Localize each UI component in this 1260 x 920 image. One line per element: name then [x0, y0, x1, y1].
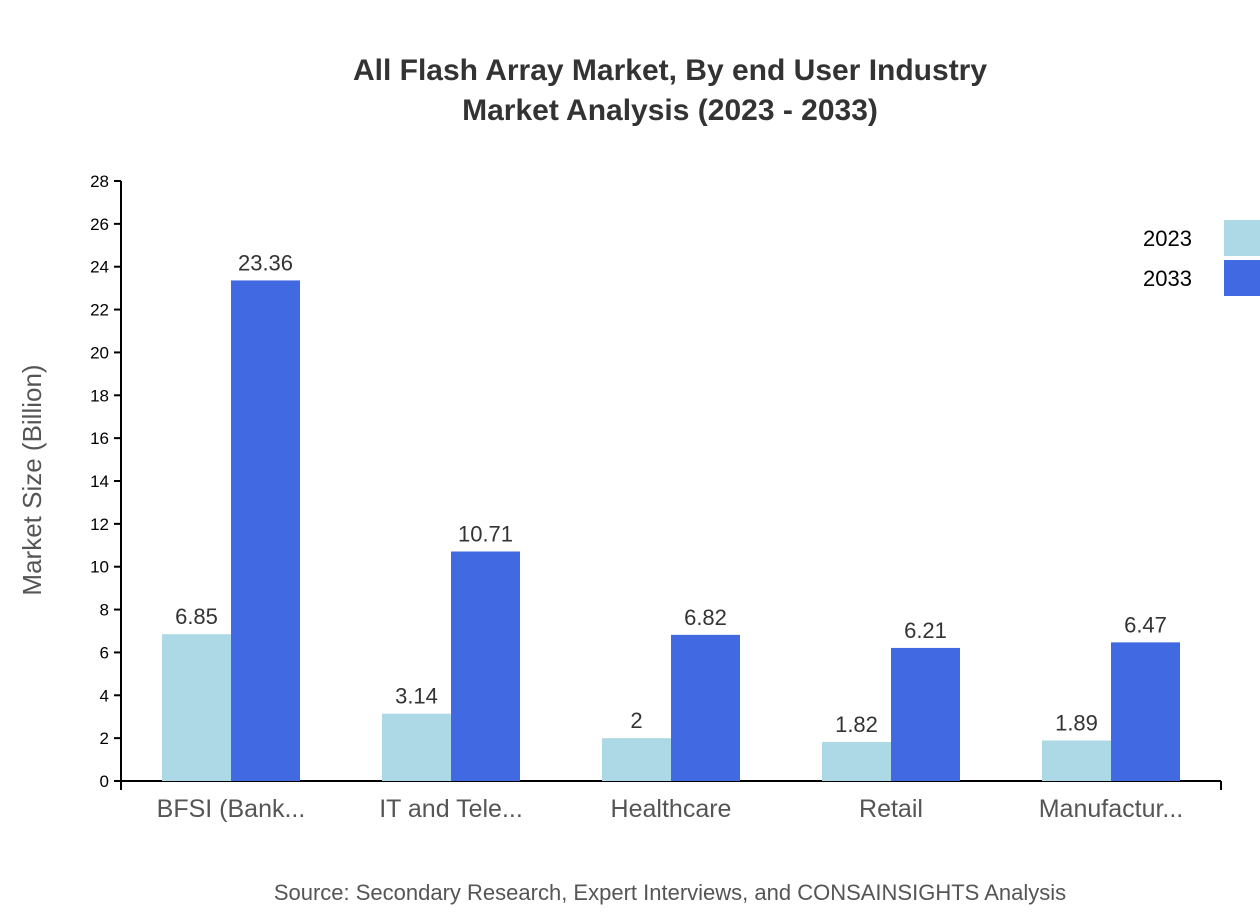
bar-2023: [602, 738, 671, 781]
y-tick-label: 26: [90, 215, 109, 234]
y-tick-label: 8: [100, 601, 109, 620]
legend-label: 2033: [1143, 266, 1192, 291]
y-tick-label: 22: [90, 301, 109, 320]
chart-title: All Flash Array Market, By end User Indu…: [353, 54, 987, 87]
y-tick-label: 16: [90, 429, 109, 448]
data-label: 3.14: [395, 684, 438, 709]
bar-2033: [451, 551, 520, 781]
y-tick-label: 10: [90, 558, 109, 577]
data-label: 1.89: [1055, 711, 1098, 736]
bars: 6.85 23.36 3.14 10.71 2 6.82 1.82 6.21 1.89 6.47: [162, 250, 1180, 781]
data-label: 10.71: [458, 522, 513, 547]
bar-2033: [231, 280, 300, 781]
data-label: 1.82: [835, 712, 878, 737]
x-axis: BFSI (Bank... IT and Tele... Healthcare Ret…: [120, 780, 1222, 823]
data-label: 6.82: [684, 605, 727, 630]
x-tick-label: Retail: [859, 795, 923, 823]
y-tick-label: 14: [90, 472, 109, 491]
bar-2023: [162, 634, 231, 781]
bar-2033: [891, 647, 960, 781]
y-tick-label: 24: [90, 258, 109, 277]
bar-2033: [671, 634, 740, 781]
legend: 2023 2033: [1143, 220, 1260, 296]
y-tick-label: 18: [90, 386, 109, 405]
chart-subtitle: Market Analysis (2023 - 2033): [462, 94, 878, 127]
bar-2033: [1111, 642, 1180, 781]
bar-2023: [382, 713, 451, 781]
bar-2023: [1042, 740, 1111, 781]
y-tick-label: 2: [100, 729, 109, 748]
data-label: 6.85: [175, 604, 218, 629]
legend-label: 2023: [1143, 226, 1192, 251]
y-axis-label: Market Size (Billion): [17, 364, 47, 595]
y-tick-label: 6: [100, 643, 109, 662]
data-label: 2: [630, 708, 642, 733]
x-tick-label: IT and Tele...: [379, 795, 523, 823]
y-tick-label: 4: [100, 686, 109, 705]
y-tick-label: 12: [90, 515, 109, 534]
x-tick-label: Healthcare: [611, 795, 732, 823]
y-tick-label: 20: [90, 343, 109, 362]
y-tick-label: 28: [90, 172, 109, 191]
legend-swatch: [1224, 260, 1260, 296]
source-note: Source: Secondary Research, Expert Inter…: [274, 880, 1066, 905]
bar-2023: [822, 742, 891, 781]
data-label: 6.47: [1124, 612, 1167, 637]
x-tick-label: BFSI (Bank...: [157, 795, 306, 823]
data-label: 6.21: [904, 618, 947, 643]
y-tick-label: 0: [100, 772, 109, 791]
legend-swatch: [1224, 220, 1260, 256]
x-tick-label: Manufactur...: [1039, 795, 1184, 823]
data-label: 23.36: [238, 250, 293, 275]
